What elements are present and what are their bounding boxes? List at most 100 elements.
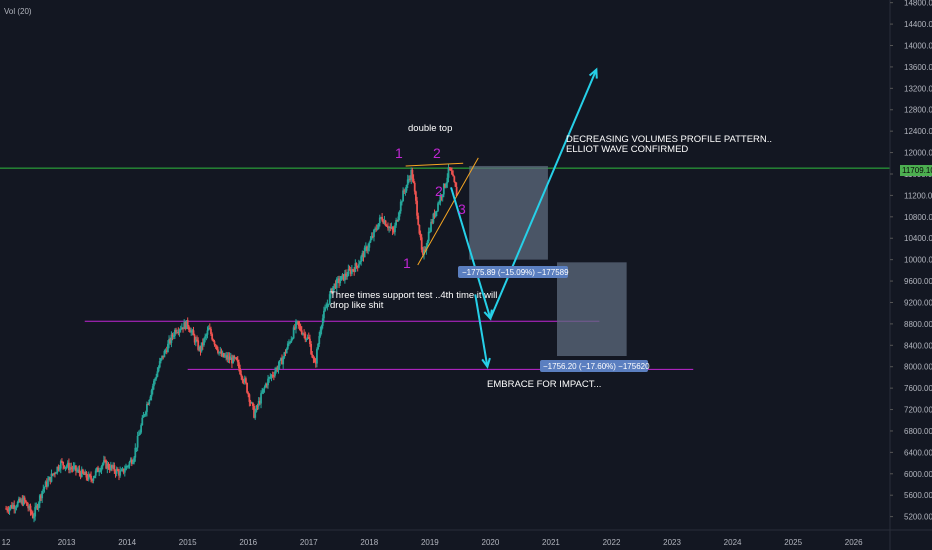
candle-body xyxy=(197,340,200,350)
candle-body xyxy=(93,475,96,478)
candle-body xyxy=(163,351,166,358)
candle-body xyxy=(326,304,329,308)
candle-body xyxy=(206,330,209,335)
candle-body xyxy=(189,329,191,333)
candle-body xyxy=(282,357,285,365)
x-tick-label: 2024 xyxy=(724,538,742,547)
candle-body xyxy=(250,402,253,404)
candle-body xyxy=(410,169,413,180)
candle-body xyxy=(204,336,207,339)
candle-body xyxy=(243,378,246,383)
candle-body xyxy=(319,330,322,337)
candle-body xyxy=(114,471,117,474)
candle-body xyxy=(279,358,282,361)
candle-body xyxy=(170,334,173,343)
candle-body xyxy=(354,263,357,272)
wave-label-1-top: 1 xyxy=(395,145,403,161)
wave-label-2-top: 2 xyxy=(433,145,441,161)
candle-body xyxy=(435,210,438,212)
annotation-support-line1: Three times support test ..4th time it w… xyxy=(330,290,497,301)
candle-body xyxy=(359,261,361,265)
candle-body xyxy=(13,504,16,509)
candle-body xyxy=(133,457,136,463)
candle-body xyxy=(226,355,229,360)
candle-body xyxy=(445,183,448,188)
candle-body xyxy=(136,435,139,448)
y-tick-label: 13600.00 xyxy=(904,63,932,72)
arrow-head-2 xyxy=(588,67,598,79)
candle-body xyxy=(313,358,316,363)
candle-body xyxy=(135,447,138,449)
candle-body xyxy=(361,253,364,257)
candle-body xyxy=(200,342,203,352)
candle-body xyxy=(356,265,359,268)
candle-body xyxy=(42,488,45,492)
candle-body xyxy=(285,348,288,354)
candle-body xyxy=(86,477,89,480)
candle-body xyxy=(88,474,91,476)
candle-body xyxy=(125,466,127,471)
candle-body xyxy=(97,467,99,472)
candle-body xyxy=(177,332,180,334)
candle-body xyxy=(423,249,425,255)
candle-body xyxy=(27,505,30,509)
candle-body xyxy=(68,462,70,471)
candle-body xyxy=(366,246,368,251)
candle-body xyxy=(69,467,71,471)
candle-body xyxy=(434,211,437,217)
candle-body xyxy=(367,247,370,251)
candle-body xyxy=(254,411,257,418)
y-tick-label: 12400.00 xyxy=(904,127,932,136)
candle-body xyxy=(310,343,313,355)
annotation-volumes-line1: DECREASING VOLUMES PROFILE PATTERN.. xyxy=(566,134,772,145)
candle-body xyxy=(318,336,321,345)
candle-body xyxy=(127,465,130,467)
candle-body xyxy=(362,253,365,258)
candle-body xyxy=(186,320,189,327)
candle-body xyxy=(40,495,42,499)
candle-body xyxy=(52,473,55,475)
candle-body xyxy=(199,347,202,352)
candle-body xyxy=(312,357,315,359)
candle-body xyxy=(90,475,92,480)
candle-body xyxy=(29,505,32,512)
drawings xyxy=(405,67,627,369)
candle-body xyxy=(451,170,453,175)
candle-body xyxy=(217,349,219,353)
candle-body xyxy=(333,283,336,287)
candle-body xyxy=(345,273,347,277)
y-tick-label: 14000.00 xyxy=(904,42,932,51)
candle-body xyxy=(80,469,83,477)
candle-body xyxy=(31,514,34,519)
candle-body xyxy=(355,263,358,266)
candle-body xyxy=(157,367,160,372)
candle-body xyxy=(431,221,434,223)
candle-body xyxy=(439,195,442,203)
candle-body xyxy=(321,318,324,326)
wave-label-2-bottom: 2 xyxy=(435,183,443,199)
arrow-shaft-3 xyxy=(474,294,489,367)
wave-label-1-bottom: 1 xyxy=(403,255,411,271)
candle-body xyxy=(233,356,236,359)
candle-body xyxy=(268,377,271,379)
candle-body xyxy=(278,360,281,366)
x-tick-label: 2026 xyxy=(845,538,863,547)
candle-body xyxy=(360,256,363,262)
candle-body xyxy=(240,374,243,377)
candle-body xyxy=(242,380,245,383)
candle-body xyxy=(453,176,456,182)
arrow-head-3 xyxy=(481,357,491,369)
candle-body xyxy=(384,220,387,226)
y-tick-label: 12800.00 xyxy=(904,106,932,115)
candle-body xyxy=(182,327,184,330)
candle-body xyxy=(419,233,422,238)
candle-body xyxy=(249,401,252,403)
candle-body xyxy=(346,275,349,277)
candle-body xyxy=(234,357,237,359)
x-tick-label: 2016 xyxy=(239,538,257,547)
candle-body xyxy=(455,186,458,197)
candle-body xyxy=(327,303,330,305)
candle-body xyxy=(61,461,63,463)
candle-body xyxy=(248,394,251,402)
